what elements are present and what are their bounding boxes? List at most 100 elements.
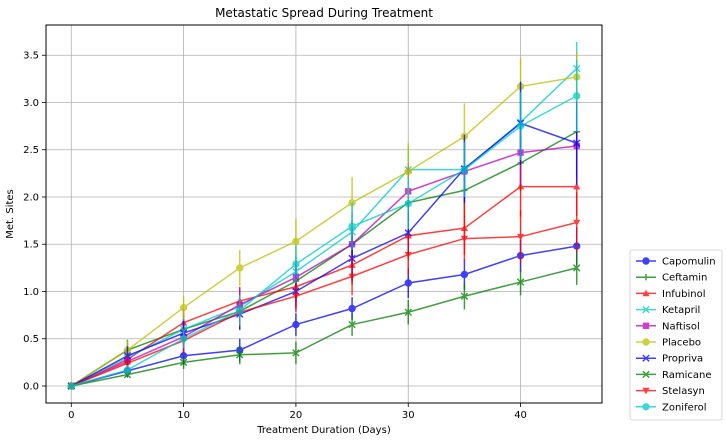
y-tick-label: 0.5 — [23, 334, 39, 345]
y-tick-label: 1.5 — [23, 240, 39, 251]
data-point — [292, 349, 300, 357]
data-point — [573, 92, 581, 100]
data-point — [292, 237, 300, 246]
legend-box — [629, 249, 723, 421]
x-tick-label: 0 — [68, 410, 74, 421]
series-line — [70, 76, 577, 387]
legend-entry — [636, 403, 656, 411]
legend: Capomulin Ceftamin Infubinol Ketapril Naftis… — [629, 249, 723, 421]
legend-entry — [636, 338, 656, 346]
data-point — [572, 139, 581, 147]
x-axis-label: Treatment Duration (Days) — [256, 425, 391, 436]
legend-marker — [642, 354, 650, 362]
legend-label: Ketapril — [662, 305, 700, 316]
data-point — [516, 233, 525, 241]
data-point — [572, 264, 581, 272]
grid — [46, 25, 602, 403]
y-tick-label: 2.0 — [23, 192, 39, 203]
x-tick-label: 20 — [290, 410, 303, 421]
series-line — [70, 145, 577, 387]
data-point — [236, 264, 244, 272]
data-point — [67, 382, 75, 390]
legend-marker — [642, 370, 650, 379]
series-layer — [67, 42, 581, 390]
series-line — [70, 221, 577, 387]
legend-label: Infubinol — [662, 289, 706, 300]
data-point — [516, 182, 525, 190]
data-point — [348, 222, 356, 230]
series-line — [71, 267, 577, 387]
data-point — [292, 320, 300, 329]
series-zoniferol — [67, 59, 581, 390]
x-tick-label: 30 — [402, 410, 415, 421]
y-tick-label: 3.0 — [23, 98, 39, 109]
data-point — [516, 122, 525, 130]
legend-label: Capomulin — [662, 257, 716, 268]
series-line — [70, 131, 578, 387]
data-point — [292, 260, 300, 268]
legend-marker — [642, 403, 650, 411]
data-point — [292, 293, 300, 301]
legend-label: Ceftamin — [662, 273, 707, 284]
legend-marker — [642, 322, 650, 329]
data-point — [123, 366, 132, 374]
data-point — [179, 358, 188, 367]
data-point — [179, 303, 188, 312]
data-point — [460, 235, 469, 243]
data-point — [236, 306, 244, 315]
legend-marker — [642, 274, 650, 281]
legend-marker — [642, 289, 650, 297]
series-line — [71, 245, 577, 387]
series-line — [70, 185, 577, 387]
legend-label: Propriva — [662, 354, 703, 365]
data-point — [404, 199, 412, 208]
y-tick-label: 3.5 — [23, 51, 39, 62]
legend-entry — [636, 354, 656, 362]
legend-label: Placebo — [662, 338, 701, 349]
data-point — [460, 165, 469, 174]
axis-ticks: 0 10 20 30 40 0.0 0.5 1.0 1.5 2.0 2.5 3.0 3.5 — [23, 51, 527, 421]
data-point — [460, 292, 469, 300]
data-point — [236, 351, 244, 359]
legend-label: Stelasyn — [662, 386, 705, 397]
legend-marker — [642, 338, 650, 346]
data-point — [516, 278, 525, 286]
y-tick-label: 2.5 — [23, 145, 39, 156]
data-point — [348, 320, 356, 329]
data-point — [179, 335, 188, 343]
y-axis-label: Met. Sites — [5, 189, 16, 238]
legend-entry — [636, 274, 656, 281]
data-point — [348, 273, 356, 281]
data-point — [404, 229, 412, 237]
data-point — [404, 308, 412, 317]
legend-label: Zoniferol — [662, 402, 707, 413]
data-point — [348, 304, 356, 313]
series-line — [70, 122, 577, 387]
x-tick-label: 40 — [514, 410, 527, 421]
legend-entry — [636, 322, 656, 329]
y-tick-label: 1.0 — [23, 287, 39, 298]
data-point — [573, 182, 581, 190]
legend-marker — [642, 387, 650, 395]
legend-entry — [636, 257, 656, 265]
x-tick-label: 10 — [177, 410, 190, 421]
data-point — [573, 219, 581, 227]
legend-label: Naftisol — [662, 321, 700, 332]
legend-entry — [636, 305, 656, 314]
series-ramicane — [67, 250, 581, 390]
y-tick-label: 0.0 — [23, 381, 39, 392]
legend-label: Ramicane — [662, 370, 712, 381]
data-point — [460, 270, 469, 279]
plot-frame — [45, 24, 603, 404]
data-point — [404, 279, 412, 287]
legend-entry — [636, 387, 656, 395]
legend-entry — [636, 370, 656, 379]
data-point — [404, 167, 412, 176]
legend-marker — [642, 257, 650, 265]
legend-marker — [642, 305, 650, 314]
data-point — [123, 360, 132, 368]
series-line — [71, 95, 578, 387]
legend-entry — [636, 289, 656, 297]
